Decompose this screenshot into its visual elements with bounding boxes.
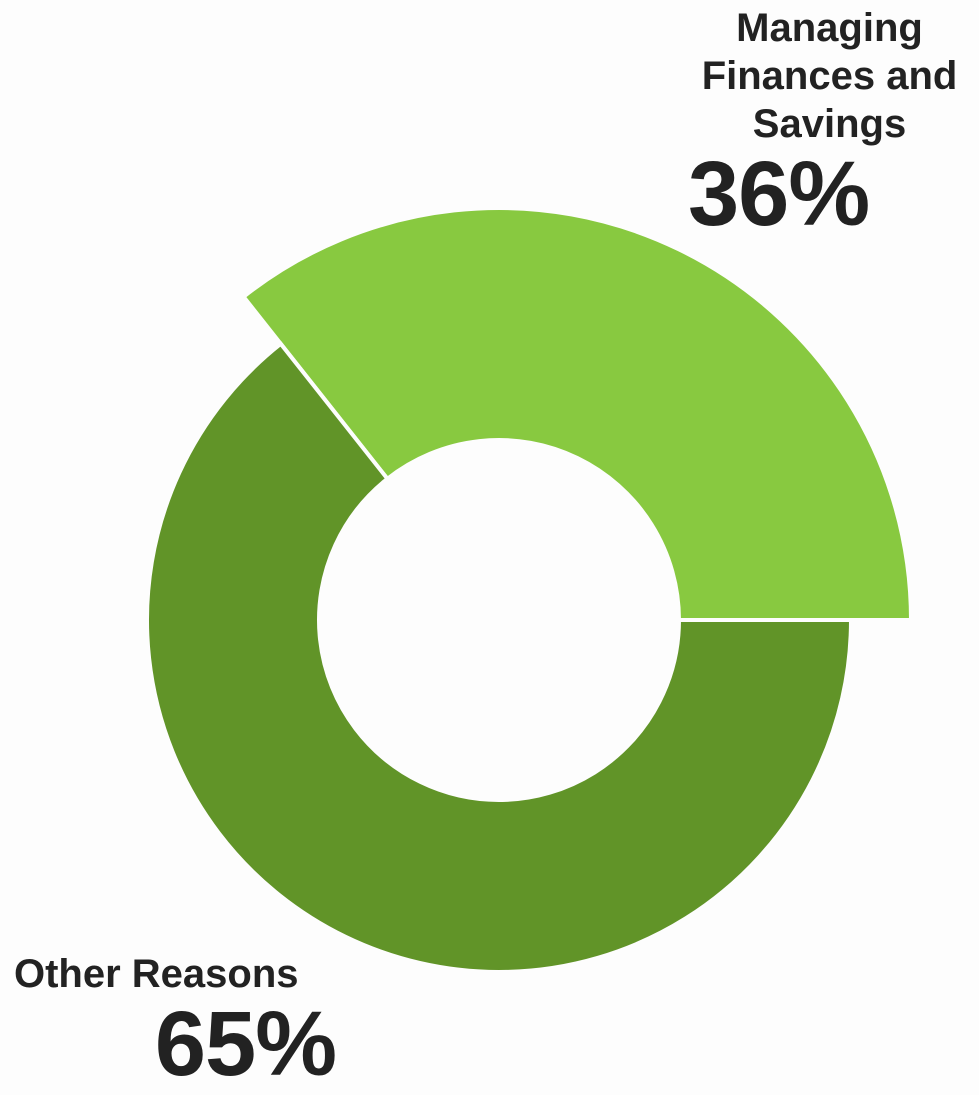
donut-hole: [319, 440, 679, 800]
other-reasons-name: Other Reasons: [14, 952, 299, 996]
managing-finances-value: 36%: [688, 143, 870, 245]
managing-finances-label: Managing Finances and Savings 36%: [680, 4, 979, 240]
other-reasons-label: Other Reasons 65%: [14, 950, 344, 1090]
other-reasons-value: 65%: [154, 993, 337, 1095]
donut-slices: [145, 206, 914, 974]
managing-finances-name: Managing Finances and Savings: [701, 6, 958, 146]
